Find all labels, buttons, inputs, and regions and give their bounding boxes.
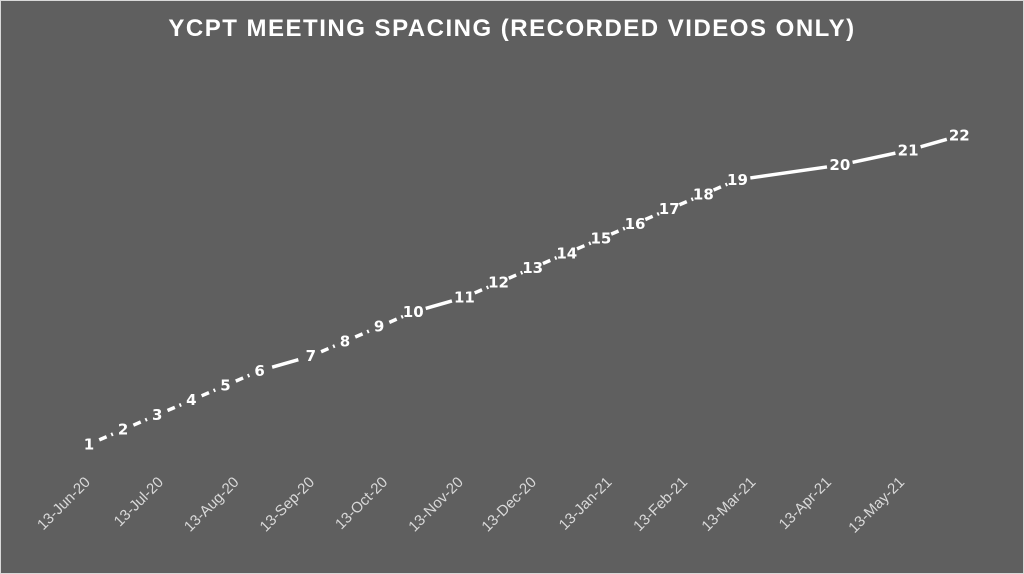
x-tick-label: 13-Dec-20 [478, 474, 540, 536]
data-point-label: 12 [488, 274, 509, 292]
data-point-label: 15 [591, 230, 612, 248]
data-point-label: 21 [898, 141, 919, 159]
data-point-label: 8 [340, 332, 350, 350]
data-point-label: 7 [306, 347, 316, 365]
data-point-label: 9 [374, 318, 384, 336]
series-line-segment [610, 226, 626, 236]
data-point-label: 14 [556, 244, 577, 262]
data-point-label: 11 [454, 288, 475, 306]
x-tick-label: 13-Sep-20 [257, 474, 319, 536]
data-point-label: 20 [829, 156, 850, 174]
series-line-segment [271, 358, 299, 369]
series-line-segment [473, 285, 490, 295]
data-point-label: 1 [84, 435, 94, 453]
x-tick-label: 13-Aug-20 [181, 474, 243, 536]
series-line-segment [644, 211, 660, 222]
series-line-segment [852, 151, 896, 165]
series-line-segment [712, 182, 728, 192]
series-line-segment [576, 241, 592, 251]
data-point-label: 22 [949, 127, 970, 145]
series-line-segment [425, 299, 453, 311]
series-line-segment [750, 165, 828, 180]
data-point-label: 4 [186, 391, 196, 409]
data-point-label: 10 [403, 303, 424, 321]
series-line-segment [320, 344, 336, 354]
data-point-label: 6 [254, 362, 264, 380]
x-tick-label: 13-Mar-21 [698, 474, 759, 535]
series-line-segment [542, 256, 558, 266]
x-tick-label: 13-Jun-20 [34, 474, 94, 534]
series-line-segment [235, 373, 251, 383]
x-tick-label: 13-Jul-20 [111, 474, 167, 530]
series-line-segment [508, 270, 524, 280]
x-tick-label: 13-May-21 [845, 474, 908, 537]
series-line-segment [354, 329, 370, 339]
series-line-segment [920, 137, 948, 149]
data-point-label: 3 [152, 406, 162, 424]
x-tick-label: 13-Feb-21 [630, 474, 691, 535]
x-tick-label: 13-Apr-21 [776, 474, 835, 533]
series-line-segment [200, 388, 216, 398]
x-tick-label: 13-Jan-21 [556, 474, 616, 534]
series-line-segment [678, 197, 694, 207]
series-line-segment [98, 432, 114, 442]
data-point-label: 5 [220, 377, 230, 395]
x-tick-label: 13-Oct-20 [332, 474, 391, 533]
data-point-label: 16 [625, 215, 646, 233]
data-point-label: 19 [727, 171, 748, 189]
chart-title: YCPT MEETING SPACING (RECORDED VIDEOS ON… [168, 15, 856, 42]
data-point-label: 13 [522, 259, 543, 277]
series-line-segment [388, 314, 404, 324]
x-tick-label: 13-Nov-20 [405, 474, 467, 536]
data-point-label: 2 [118, 421, 128, 439]
series-line-segment [166, 403, 182, 413]
series-line-segment [132, 417, 148, 427]
data-point-label: 17 [659, 200, 680, 218]
data-point-label: 18 [693, 185, 714, 203]
